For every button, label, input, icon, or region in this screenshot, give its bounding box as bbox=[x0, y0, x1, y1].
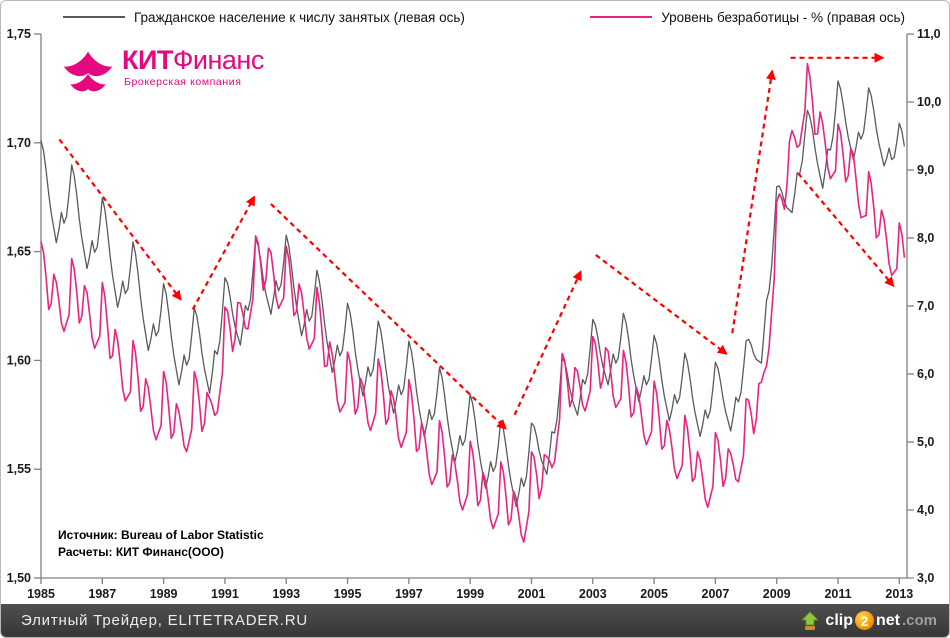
svg-text:2003: 2003 bbox=[579, 587, 607, 601]
logo-brand-bold: КИТ bbox=[122, 45, 173, 75]
whale-tail-icon bbox=[63, 51, 113, 92]
legend-item-unemployment: Уровень безработицы - % (правая ось) bbox=[590, 10, 905, 25]
clip2net-two-badge: 2 bbox=[854, 611, 874, 630]
clip2net-com-text: .com bbox=[901, 612, 937, 629]
svg-text:1999: 1999 bbox=[456, 587, 484, 601]
svg-text:2007: 2007 bbox=[702, 587, 730, 601]
svg-text:1,50: 1,50 bbox=[7, 571, 31, 585]
clip2net-net-text: net bbox=[875, 611, 900, 629]
source-note: Источник: Bureau of Labor Statistic Расч… bbox=[58, 527, 264, 561]
svg-text:8,0: 8,0 bbox=[917, 231, 934, 245]
svg-text:7,0: 7,0 bbox=[917, 299, 934, 313]
svg-text:4,0: 4,0 bbox=[917, 503, 934, 517]
svg-text:6,0: 6,0 bbox=[917, 367, 934, 381]
svg-text:3,0: 3,0 bbox=[917, 571, 934, 585]
svg-text:1993: 1993 bbox=[272, 587, 300, 601]
svg-text:5,0: 5,0 bbox=[917, 435, 934, 449]
legend-item-ratio: Гражданское население к числу занятых (л… bbox=[63, 10, 465, 25]
svg-text:10,0: 10,0 bbox=[917, 95, 941, 109]
svg-text:1991: 1991 bbox=[211, 587, 239, 601]
footer-site-label: Элитный Трейдер, ELITETRADER.RU bbox=[21, 612, 309, 629]
svg-text:2005: 2005 bbox=[640, 587, 668, 601]
logo-subtitle: Брокерская компания bbox=[124, 76, 242, 88]
kit-finance-logo: КИТФинанс Брокерская компания bbox=[61, 47, 264, 99]
source-line-1: Источник: Bureau of Labor Statistic bbox=[58, 528, 264, 542]
source-line-2: Расчеты: КИТ Финанс(ООО) bbox=[58, 545, 224, 559]
svg-text:11,0: 11,0 bbox=[917, 27, 941, 41]
legend-label-ratio: Гражданское население к числу занятых (л… bbox=[134, 9, 465, 25]
svg-text:2013: 2013 bbox=[885, 587, 913, 601]
svg-text:2009: 2009 bbox=[763, 587, 791, 601]
svg-text:2001: 2001 bbox=[518, 587, 546, 601]
svg-text:1989: 1989 bbox=[150, 587, 178, 601]
logo-title: КИТФинанс bbox=[122, 47, 264, 74]
chart-legend: Гражданское население к числу занятых (л… bbox=[63, 6, 905, 28]
svg-text:1,60: 1,60 bbox=[7, 353, 31, 367]
gray-line-swatch bbox=[63, 16, 125, 18]
svg-text:1987: 1987 bbox=[88, 587, 116, 601]
svg-text:1,75: 1,75 bbox=[7, 27, 31, 41]
svg-text:1997: 1997 bbox=[395, 587, 423, 601]
clip2net-clip-text: clip bbox=[825, 611, 853, 629]
footer-bar: Элитный Трейдер, ELITETRADER.RU clip 2 n… bbox=[1, 604, 949, 637]
svg-text:2011: 2011 bbox=[824, 587, 851, 601]
svg-text:1,70: 1,70 bbox=[7, 136, 31, 150]
legend-label-unemployment: Уровень безработицы - % (правая ось) bbox=[661, 9, 905, 25]
svg-text:1995: 1995 bbox=[334, 587, 362, 601]
upload-arrow-icon bbox=[801, 610, 820, 630]
clip2net-logo[interactable]: clip 2 net .com bbox=[800, 610, 937, 631]
pink-line-swatch bbox=[590, 16, 653, 18]
svg-text:1985: 1985 bbox=[27, 587, 55, 601]
logo-brand-rest: Финанс bbox=[172, 45, 264, 75]
svg-text:1,55: 1,55 bbox=[7, 462, 31, 476]
logo-text: КИТФинанс Брокерская компания bbox=[122, 47, 264, 89]
svg-text:9,0: 9,0 bbox=[917, 163, 934, 177]
svg-text:1,65: 1,65 bbox=[7, 245, 31, 259]
